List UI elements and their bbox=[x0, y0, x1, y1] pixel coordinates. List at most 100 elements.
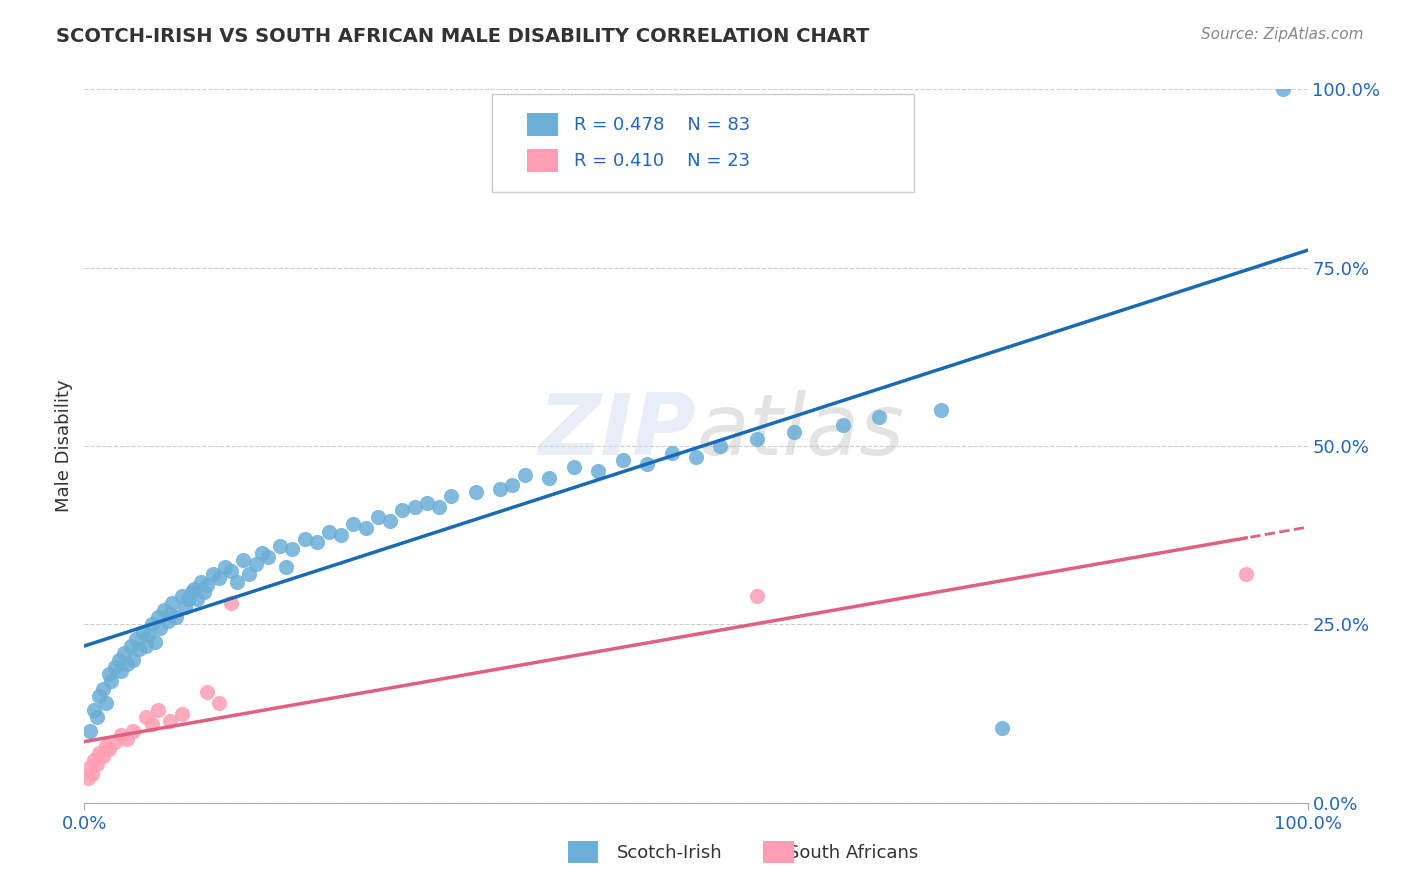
Point bbox=[110, 664, 132, 678]
Point bbox=[502, 478, 524, 492]
Point bbox=[294, 532, 316, 546]
Point bbox=[128, 642, 150, 657]
Point bbox=[186, 592, 208, 607]
Point bbox=[86, 710, 108, 724]
Point bbox=[122, 653, 145, 667]
Point bbox=[195, 685, 218, 699]
Point bbox=[183, 582, 205, 596]
Point bbox=[107, 653, 129, 667]
Point bbox=[929, 403, 952, 417]
Point bbox=[330, 528, 353, 542]
Point bbox=[380, 514, 402, 528]
Point bbox=[404, 500, 426, 514]
Point bbox=[636, 457, 658, 471]
Text: atlas: atlas bbox=[696, 390, 904, 474]
Point bbox=[193, 585, 215, 599]
Point bbox=[125, 632, 148, 646]
Point bbox=[159, 714, 181, 728]
Point bbox=[91, 681, 114, 696]
Point bbox=[226, 574, 249, 589]
Point bbox=[354, 521, 377, 535]
Point bbox=[1272, 82, 1295, 96]
Point bbox=[257, 549, 280, 564]
Point bbox=[173, 599, 195, 614]
Point bbox=[165, 610, 187, 624]
Point bbox=[391, 503, 413, 517]
Point bbox=[195, 578, 218, 592]
Point bbox=[132, 624, 155, 639]
Point bbox=[232, 553, 254, 567]
Point bbox=[747, 432, 769, 446]
Point bbox=[513, 467, 536, 482]
Point bbox=[172, 706, 194, 721]
Point bbox=[146, 703, 169, 717]
Point bbox=[110, 728, 132, 742]
Point bbox=[146, 610, 169, 624]
Point bbox=[831, 417, 853, 432]
Point bbox=[219, 596, 242, 610]
Point bbox=[538, 471, 561, 485]
Point bbox=[136, 628, 159, 642]
Point bbox=[612, 453, 634, 467]
Point bbox=[77, 771, 100, 785]
Point bbox=[153, 603, 176, 617]
Point bbox=[427, 500, 450, 514]
Point bbox=[586, 464, 609, 478]
Point bbox=[201, 567, 224, 582]
Point bbox=[115, 657, 138, 671]
Point bbox=[112, 646, 135, 660]
Text: R = 0.410    N = 23: R = 0.410 N = 23 bbox=[574, 152, 749, 169]
Bar bbox=[763, 840, 794, 863]
Point bbox=[709, 439, 731, 453]
Point bbox=[219, 564, 242, 578]
Point bbox=[96, 696, 118, 710]
Point bbox=[489, 482, 512, 496]
Point bbox=[440, 489, 463, 503]
Point bbox=[238, 567, 260, 582]
Point bbox=[190, 574, 212, 589]
Point bbox=[87, 746, 110, 760]
Point bbox=[100, 674, 122, 689]
Point bbox=[245, 557, 267, 571]
Point bbox=[250, 546, 273, 560]
Point bbox=[122, 724, 145, 739]
Point bbox=[115, 731, 138, 746]
Point bbox=[208, 571, 231, 585]
Point bbox=[97, 667, 120, 681]
Point bbox=[464, 485, 486, 500]
Point bbox=[87, 689, 110, 703]
Point bbox=[367, 510, 389, 524]
Point bbox=[416, 496, 439, 510]
Point bbox=[159, 607, 181, 621]
Point bbox=[86, 756, 108, 771]
Point bbox=[747, 589, 769, 603]
Point bbox=[104, 735, 127, 749]
Point bbox=[869, 410, 891, 425]
Point bbox=[141, 717, 163, 731]
Point bbox=[562, 460, 585, 475]
Point bbox=[276, 560, 298, 574]
Point bbox=[1236, 567, 1258, 582]
Point bbox=[214, 560, 236, 574]
Text: R = 0.478    N = 83: R = 0.478 N = 83 bbox=[574, 116, 749, 134]
Point bbox=[269, 539, 291, 553]
Point bbox=[91, 749, 114, 764]
Point bbox=[83, 703, 105, 717]
Text: Source: ZipAtlas.com: Source: ZipAtlas.com bbox=[1201, 27, 1364, 42]
Point bbox=[104, 660, 127, 674]
Point bbox=[783, 425, 806, 439]
Point bbox=[162, 596, 184, 610]
Point bbox=[685, 450, 707, 464]
Point bbox=[135, 710, 157, 724]
Point bbox=[181, 585, 204, 599]
Point bbox=[305, 535, 328, 549]
Point bbox=[83, 753, 105, 767]
Y-axis label: Male Disability: Male Disability bbox=[55, 380, 73, 512]
Point bbox=[661, 446, 683, 460]
Text: SCOTCH-IRISH VS SOUTH AFRICAN MALE DISABILITY CORRELATION CHART: SCOTCH-IRISH VS SOUTH AFRICAN MALE DISAB… bbox=[56, 27, 870, 45]
Point bbox=[281, 542, 304, 557]
Text: South Africans: South Africans bbox=[787, 844, 918, 862]
Point bbox=[177, 592, 200, 607]
Point bbox=[156, 614, 179, 628]
Point bbox=[149, 621, 172, 635]
